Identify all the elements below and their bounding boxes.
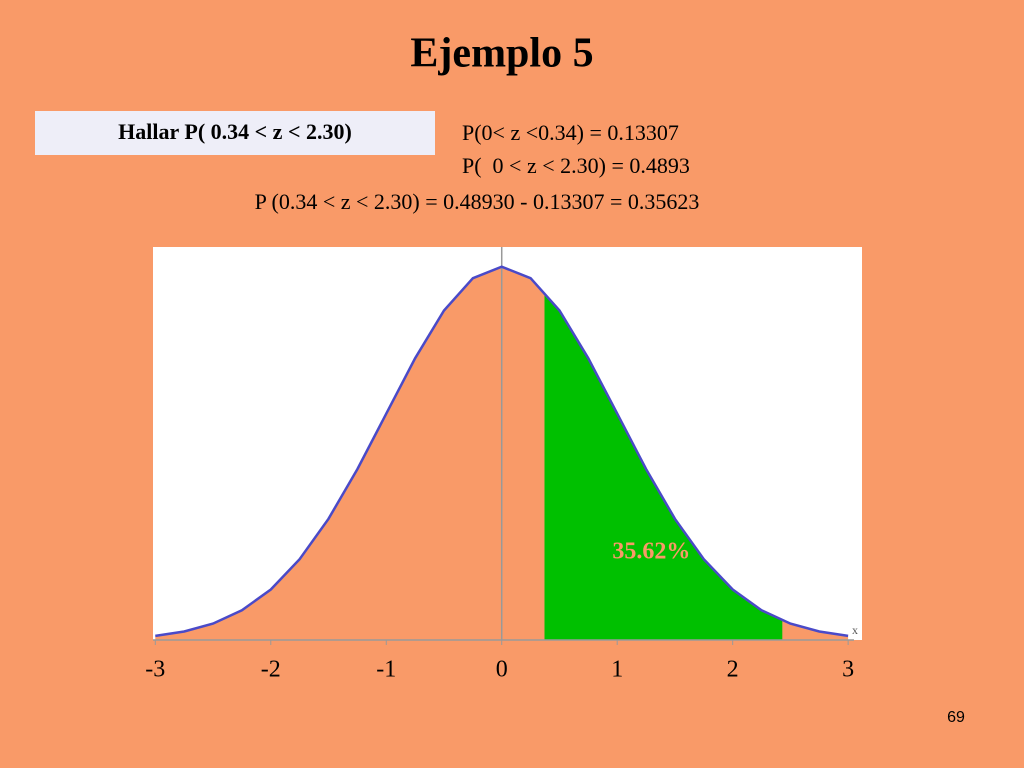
- problem-box: [35, 111, 435, 155]
- x-tick-label: -2: [261, 657, 281, 683]
- x-tick-label: 3: [842, 657, 854, 683]
- x-axis-label: x: [852, 623, 858, 637]
- x-tick-label: -1: [376, 657, 396, 683]
- x-tick-label: 0: [496, 657, 508, 683]
- x-tick-label: -3: [145, 657, 165, 683]
- problem-text: Hallar P( 0.34 < z < 2.30): [118, 119, 352, 144]
- equation: P( 0 < z < 2.30) = 0.4893: [462, 153, 690, 178]
- x-tick-label: 1: [611, 657, 623, 683]
- equation: P(0< z <0.34) = 0.13307: [462, 120, 679, 145]
- x-tick-label: 2: [727, 657, 739, 683]
- curve: [155, 265, 849, 638]
- annotation: 35.62%: [612, 539, 690, 565]
- shaded-region: [544, 293, 783, 640]
- page-number: 69: [947, 709, 965, 726]
- title: Ejemplo 5: [410, 31, 593, 77]
- equation: P (0.34 < z < 2.30) = 0.48930 - 0.13307 …: [255, 189, 700, 214]
